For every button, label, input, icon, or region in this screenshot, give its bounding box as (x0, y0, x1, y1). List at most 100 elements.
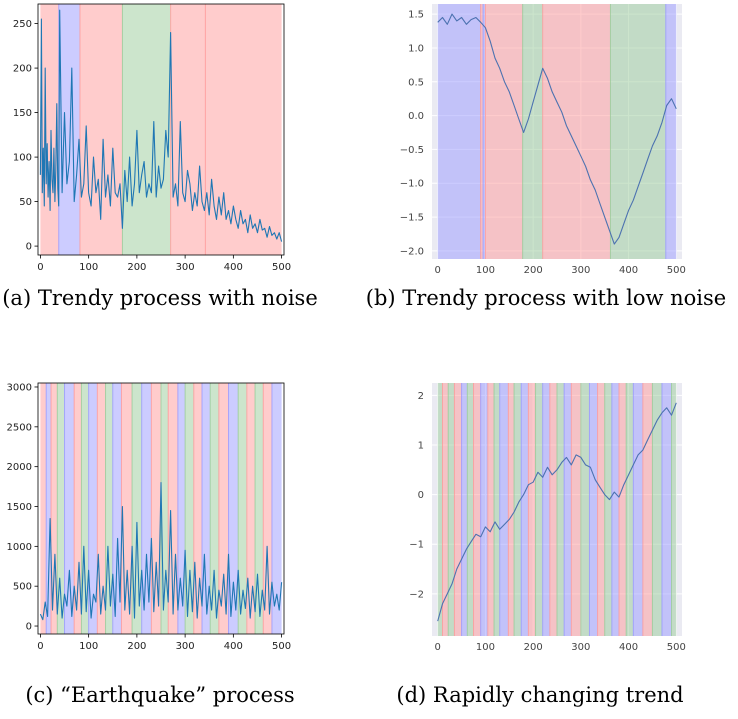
segment-red (480, 4, 484, 259)
y-tick-label: 1 (418, 441, 424, 452)
x-tick-label: 300 (176, 641, 195, 652)
segment-green (81, 383, 89, 634)
y-tick-label: 200 (13, 64, 32, 75)
segment-green (122, 4, 171, 255)
segment-blue (88, 383, 98, 634)
segment-green (255, 383, 264, 634)
y-tick-label: −1.0 (400, 179, 424, 190)
segment-red (51, 383, 58, 634)
segment-red (263, 383, 272, 634)
segment-green (132, 383, 142, 634)
segment-blue (202, 383, 211, 634)
segment-green (161, 383, 169, 634)
segment-blue (480, 383, 488, 636)
x-tick-label: 100 (476, 265, 495, 276)
segment-blue (228, 383, 239, 634)
y-tick-label: 0 (26, 242, 32, 253)
y-tick-label: 0 (418, 490, 424, 501)
segment-blue (271, 383, 282, 634)
plot-frame (37, 382, 285, 635)
x-tick-label: 500 (272, 262, 291, 273)
segment-green (604, 383, 612, 636)
segment-blue (483, 4, 486, 259)
x-tick-label: 500 (667, 265, 686, 276)
y-tick-label: 500 (13, 582, 32, 593)
panel-b: 0 100 200 300 400 500 −2.0 −1.5 −1.0 −0.5 0.0 0.5 1.… (380, 0, 700, 276)
segment-green (448, 383, 455, 636)
segment-blue (633, 383, 643, 636)
x-tick-label: 200 (127, 262, 146, 273)
segment-green (57, 383, 65, 634)
y-tick-label: −1 (409, 540, 424, 551)
segment-green (210, 383, 219, 634)
x-tick-label: 400 (224, 262, 243, 273)
segment-red (170, 4, 206, 255)
segment-blue (177, 383, 186, 634)
x-tick-label: 400 (619, 265, 638, 276)
chart-b: 0 100 200 300 400 500 −2.0 −1.5 −1.0 −0.5 0.0 0.5 1.… (400, 4, 686, 276)
segment-green (185, 383, 194, 634)
chart-c: 0 100 200 300 400 500 0 500 1000 1500 2000 2500 3000 (7, 382, 292, 652)
segment-blue (661, 383, 672, 636)
segment-red (205, 4, 282, 255)
segment-red (549, 383, 557, 636)
segment-red (74, 383, 82, 634)
segment-green (238, 383, 247, 634)
series-line (39, 482, 283, 621)
segment-red (508, 383, 515, 636)
series-line (437, 402, 677, 622)
x-tick-label: 400 (619, 642, 638, 653)
segment-red (454, 383, 462, 636)
x-tick-label: 300 (176, 262, 195, 273)
segment-blue (589, 383, 598, 636)
panel-c: 0 100 200 300 400 500 0 500 1000 1500 2000 2500 3000 (0, 370, 300, 660)
y-tick-label: 2500 (7, 422, 32, 433)
segment-blue (46, 383, 52, 634)
segment-blue (64, 383, 75, 634)
segment-red (442, 383, 449, 636)
segment-red (193, 383, 202, 634)
segment-blue (564, 383, 572, 636)
segment-blue (141, 383, 152, 634)
y-tick-label: 0 (26, 622, 32, 633)
panel-d: 0 100 200 300 400 500 −2 −1 0 1 2 (380, 370, 700, 660)
segment-red (168, 383, 178, 634)
segment-green (105, 383, 113, 634)
chart-a: 0 100 200 300 400 500 0 50 100 150 200 250 (13, 3, 291, 273)
caption-a: (a) Trendy process with noise (2, 286, 318, 310)
x-tick-label: 300 (571, 265, 590, 276)
segment-blue (665, 4, 677, 259)
x-tick-label: 200 (524, 642, 543, 653)
segment-blue (112, 383, 122, 634)
y-tick-label: −2.0 (400, 246, 424, 257)
x-tick-label: 0 (435, 265, 441, 276)
x-tick-label: 0 (37, 262, 43, 273)
segment-green (671, 383, 677, 636)
x-tick-label: 500 (272, 641, 291, 652)
caption-d: (d) Rapidly changing trend (396, 683, 684, 707)
x-tick-label: 200 (524, 265, 543, 276)
segment-blue (611, 383, 620, 636)
segment-red (528, 383, 536, 636)
y-tick-label: 1.5 (408, 10, 424, 21)
segment-blue (437, 4, 481, 259)
caption-c: (c) “Earthquake” process (25, 683, 295, 707)
x-tick-label: 100 (476, 642, 495, 653)
x-tick-label: 0 (435, 642, 441, 653)
segment-green (535, 383, 543, 636)
y-tick-label: 0.0 (408, 111, 424, 122)
segment-green (580, 383, 590, 636)
x-tick-label: 0 (37, 641, 43, 652)
segment-red (40, 4, 59, 255)
segment-green (437, 383, 443, 636)
series-line (437, 13, 677, 245)
segment-green (626, 383, 634, 636)
x-tick-label: 500 (667, 642, 686, 653)
segment-red (40, 383, 47, 634)
x-tick-label: 100 (79, 262, 98, 273)
segment-red (542, 4, 611, 259)
segment-red (619, 383, 627, 636)
chart-d: 0 100 200 300 400 500 −2 −1 0 1 2 (409, 383, 686, 653)
x-tick-label: 300 (571, 642, 590, 653)
caption-b: (b) Trendy process with low noise (365, 286, 727, 310)
